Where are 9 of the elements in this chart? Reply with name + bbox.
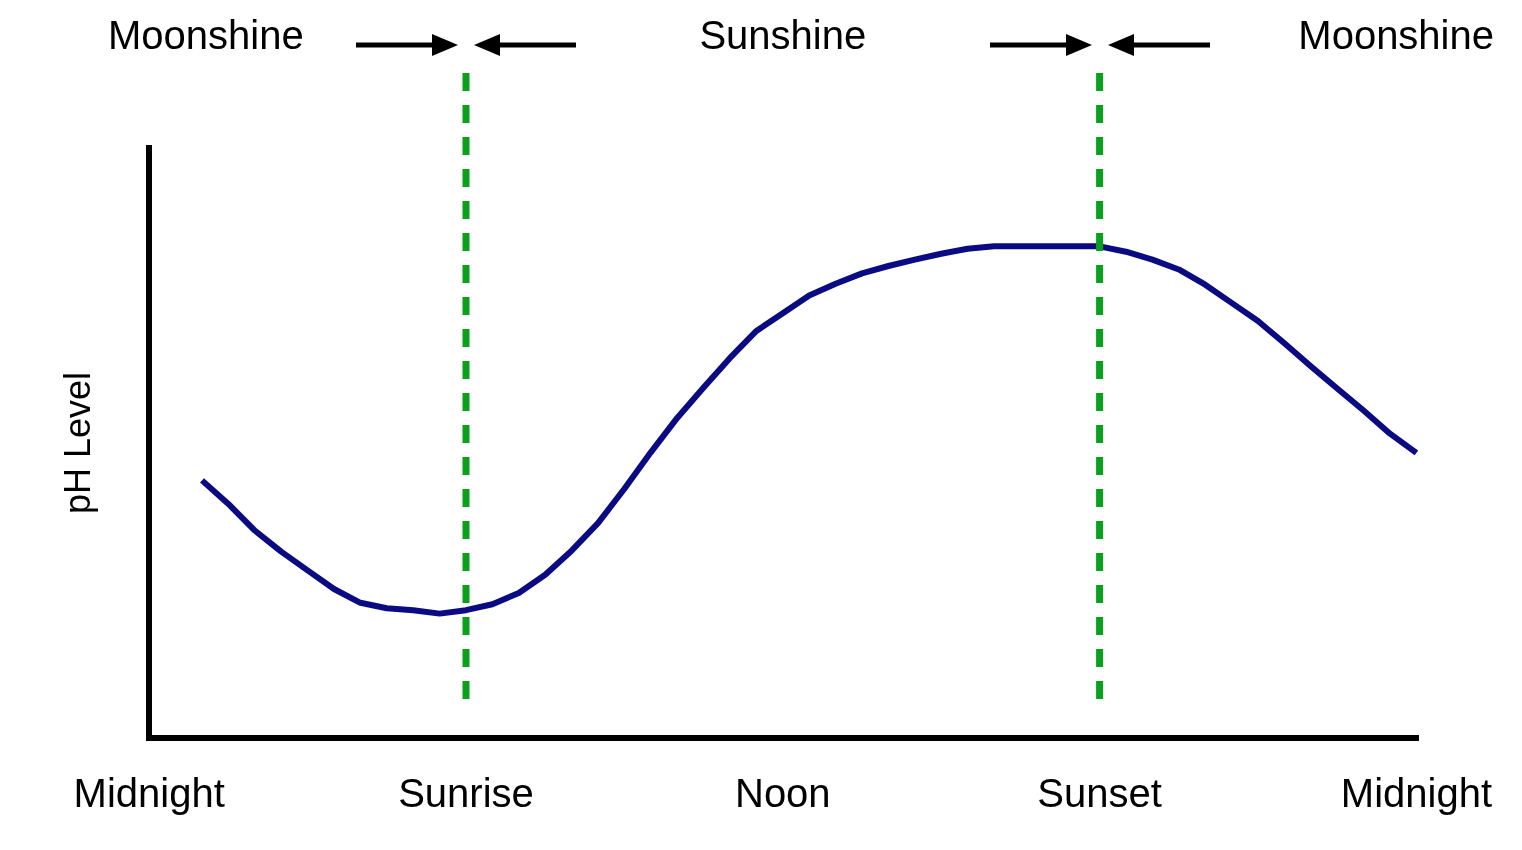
x-tick-label: Midnight <box>1340 771 1493 816</box>
x-tick-label: Sunset <box>1037 771 1162 816</box>
x-tick-label: Midnight <box>73 771 225 816</box>
x-tick-label: Sunrise <box>398 771 534 816</box>
y-axis-title: pH Level <box>56 371 98 515</box>
text: Sunshine <box>699 13 867 58</box>
text: Moonshine <box>108 13 304 58</box>
text: Moonshine <box>1298 13 1494 58</box>
x-tick-label: Noon <box>734 771 831 816</box>
